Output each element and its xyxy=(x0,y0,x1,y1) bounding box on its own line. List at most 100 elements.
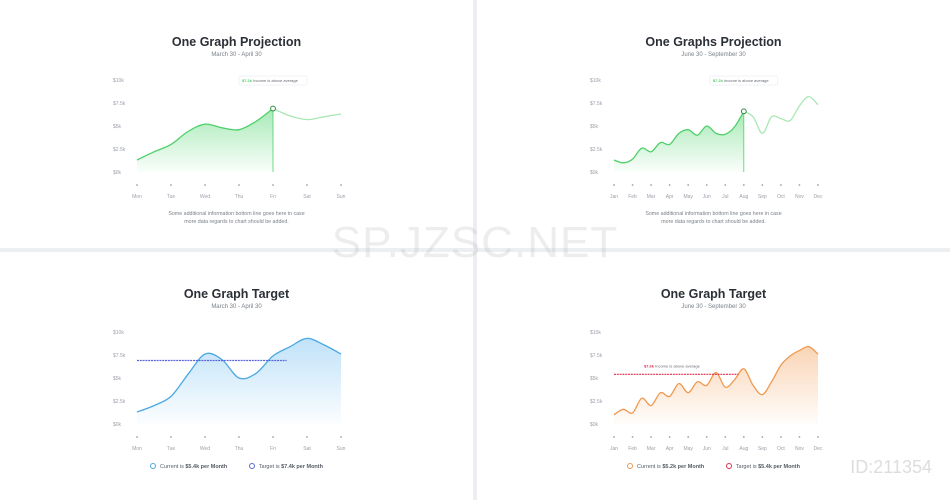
x-tick-mark xyxy=(613,184,615,186)
x-tick-label: Sat xyxy=(303,194,311,200)
x-tick-label: Wed xyxy=(200,446,210,452)
callout: $7.2k Income is above average xyxy=(709,75,779,86)
callout-text: $7.2k Income is above average xyxy=(242,78,299,83)
x-tick-mark xyxy=(170,184,172,186)
legend-item-current: Current is $5.2k per Month xyxy=(627,463,704,470)
x-tick-label: Sun xyxy=(337,446,346,452)
x-tick-label: Aug xyxy=(739,446,748,452)
chart-panel-target-weekly: One Graph Target March 30 - April 30 $0k… xyxy=(0,252,473,500)
callout-value: $7.2k xyxy=(242,78,253,83)
x-tick-label: Jun xyxy=(703,446,711,452)
callout-value: $7.6k xyxy=(644,363,655,368)
x-tick-label: Sep xyxy=(758,446,767,452)
legend-item-current: Current is $5.4k per Month xyxy=(150,463,227,470)
legend-label: Current is xyxy=(160,464,184,470)
x-tick-label: Mar xyxy=(647,446,656,452)
legend-label: Current is xyxy=(637,464,661,470)
callout-box xyxy=(238,75,308,86)
x-tick-label: Nov xyxy=(795,446,804,452)
chart-title: One Graph Target xyxy=(183,287,290,301)
chart-svg: $0k $2.5k $5k $7.5k $10k Mon Tue Wed Thu Fri Sat Su… xyxy=(113,330,346,452)
x-tick-mark xyxy=(705,436,708,438)
x-tick-mark xyxy=(238,184,240,186)
legend-value: $5.2k per Month xyxy=(662,464,705,470)
x-tick-mark xyxy=(687,184,690,186)
x-tick-label: Feb xyxy=(628,446,637,452)
x-tick-mark xyxy=(780,184,782,186)
chart-note-line: Some additional information bottom line … xyxy=(645,211,782,217)
x-tick-mark xyxy=(272,436,274,438)
chart-subtitle: March 30 - April 30 xyxy=(211,304,262,310)
x-tick-label: Nov xyxy=(795,194,804,200)
series-line xyxy=(136,337,342,413)
x-tick-mark xyxy=(306,184,308,186)
y-tick-label: $10k xyxy=(113,330,124,336)
x-tick-mark xyxy=(238,436,240,438)
chart-note-line: more data regards to chart should be add… xyxy=(661,219,766,225)
callout: $7.2k Income is above average xyxy=(238,75,308,86)
legend-target-dot-icon xyxy=(248,463,255,469)
x-tick-label: Mar xyxy=(647,194,656,200)
image-id-badge: ID:211354 xyxy=(850,457,932,477)
series-line xyxy=(613,110,745,164)
chart-note: Some additional information bottom line … xyxy=(477,210,950,226)
y-tick-label: $2.5k xyxy=(590,147,603,153)
x-tick-label: Wed xyxy=(200,194,210,200)
series-area xyxy=(137,108,273,172)
chart-panel-projection-monthly: One Graphs Projection June 30 - Septembe… xyxy=(477,0,950,248)
series-area xyxy=(614,111,744,172)
x-tick-label: Dec xyxy=(814,194,823,200)
x-tick-mark xyxy=(613,436,615,438)
callout-value: $7.2k xyxy=(713,78,724,83)
x-tick-mark xyxy=(650,184,652,186)
x-tick-mark xyxy=(272,184,274,186)
y-tick-label: $10k xyxy=(113,78,124,84)
chart-svg: $0k $2.5k $5k $7.5k $10k Mon Tue Wed Thu Fri Sat Su… xyxy=(113,75,346,200)
x-tick-label: Oct xyxy=(777,194,785,200)
y-tick-label: $2.5k xyxy=(113,399,126,405)
y-tick-label: $7.5k xyxy=(590,101,603,107)
chart-title: One Graphs Projection xyxy=(645,35,782,49)
x-tick-label: Fri xyxy=(270,446,276,452)
x-tick-mark xyxy=(668,436,671,438)
x-tick-mark xyxy=(742,184,745,186)
legend-item-target: Target is $5.4k per Month xyxy=(725,463,800,470)
x-tick-label: Dec xyxy=(814,446,823,452)
x-tick-mark xyxy=(817,184,819,186)
highlight-point xyxy=(740,108,747,115)
legend-label: Target is xyxy=(735,464,757,470)
legend-current-dot-icon xyxy=(150,463,156,469)
y-tick-label: $7.5k xyxy=(113,353,126,359)
x-tick-label: Tue xyxy=(167,446,176,452)
y-tick-label: $0k xyxy=(113,170,122,176)
x-tick-mark xyxy=(761,436,764,438)
callout-text: $7.2k Income is above average xyxy=(713,78,770,83)
x-tick-label: Aug xyxy=(739,194,748,200)
callout-label: Income is above average xyxy=(655,363,700,368)
callout-label: Income is above average xyxy=(724,78,769,83)
legend-current-dot-icon xyxy=(627,463,633,469)
x-tick-mark xyxy=(204,184,206,186)
chart-legend: Current is $5.4k per Month Target is $7.… xyxy=(0,463,473,470)
legend-value: $5.4k per Month xyxy=(758,464,800,470)
chart-panel-target-monthly: One Graph Target June 30 - September 30 … xyxy=(477,252,950,500)
x-tick-mark xyxy=(136,436,138,438)
y-tick-label: $10k xyxy=(590,330,601,336)
chart-title: One Graph Target xyxy=(660,287,767,301)
y-tick-label: $2.5k xyxy=(590,399,603,405)
x-tick-mark xyxy=(650,436,652,438)
chart-note-line: more data regards to chart should be add… xyxy=(184,219,289,225)
y-tick-label: $7.5k xyxy=(590,353,603,359)
x-tick-mark xyxy=(306,436,308,438)
y-tick-label: $10k xyxy=(590,78,601,84)
y-tick-label: $2.5k xyxy=(113,147,126,153)
chart-svg: $0k $2.5k $5k $7.5k $10k Jan Feb Mar Apr May Jun Ju… xyxy=(590,75,823,200)
callout-box xyxy=(709,75,779,86)
y-tick-label: $5k xyxy=(590,124,599,130)
x-tick-label: Jul xyxy=(722,446,728,452)
x-tick-mark xyxy=(724,436,727,438)
x-tick-label: Feb xyxy=(628,194,637,200)
x-tick-label: Mon xyxy=(132,194,142,200)
projection-line xyxy=(743,95,819,135)
x-tick-label: Tue xyxy=(167,194,176,200)
